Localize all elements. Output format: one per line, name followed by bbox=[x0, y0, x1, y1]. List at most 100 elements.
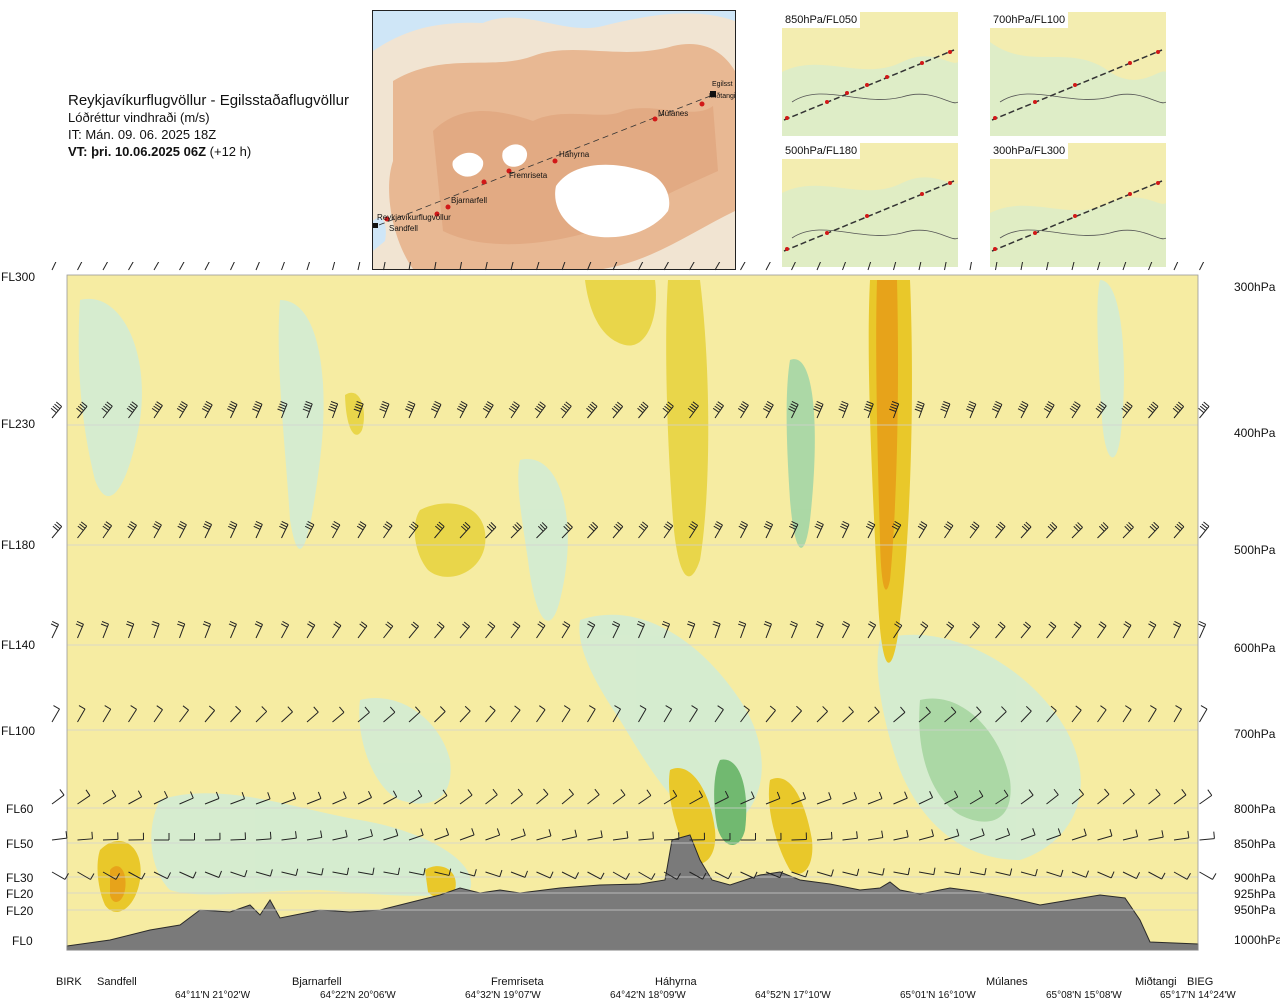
wind-barb bbox=[889, 401, 900, 419]
wind-barb bbox=[434, 621, 445, 639]
wind-barb bbox=[510, 870, 528, 878]
hpa-label-300: 300hPa bbox=[1234, 280, 1276, 294]
thumbnail-300hpa[interactable]: 300hPa/FL300 bbox=[990, 143, 1166, 267]
wind-barb bbox=[1122, 871, 1141, 879]
wind-barb bbox=[1122, 262, 1127, 271]
wind-barb bbox=[765, 832, 782, 841]
wind-barb bbox=[740, 705, 750, 723]
wind-barb bbox=[1122, 621, 1132, 639]
wind-barb bbox=[638, 521, 649, 539]
wind-barb bbox=[536, 871, 554, 879]
wind-barb bbox=[1097, 788, 1110, 805]
wind-barb bbox=[737, 401, 749, 419]
wind-barb bbox=[302, 401, 313, 419]
wind-barb bbox=[714, 871, 732, 880]
wind-barb bbox=[587, 871, 605, 880]
wind-barb bbox=[689, 790, 704, 805]
wind-barb bbox=[534, 401, 546, 419]
hpa-label-950: 950hPa bbox=[1234, 903, 1276, 917]
wind-barb bbox=[893, 706, 906, 723]
wind-barb bbox=[153, 832, 170, 841]
wind-barb bbox=[662, 401, 674, 419]
wind-barbs bbox=[50, 262, 1217, 880]
wind-barb bbox=[689, 871, 707, 880]
wind-barb bbox=[332, 867, 350, 876]
wind-barb bbox=[255, 262, 260, 271]
thumbnail-850hpa-svg bbox=[782, 12, 958, 136]
thumbnail-850hpa-label: 850hPa/FL050 bbox=[782, 12, 861, 28]
wind-barb bbox=[1122, 829, 1139, 841]
wind-barb bbox=[1148, 262, 1153, 271]
wind-barb bbox=[1173, 789, 1187, 805]
wind-barb bbox=[1046, 621, 1057, 639]
wind-barb bbox=[791, 262, 796, 271]
wind-barb bbox=[383, 790, 398, 805]
wind-barb bbox=[561, 262, 566, 271]
wind-barb bbox=[918, 867, 936, 876]
wind-barb bbox=[816, 262, 822, 271]
wind-barb bbox=[687, 401, 699, 419]
wind-barb bbox=[740, 871, 758, 879]
variable-title: Lóðréttur vindhraði (m/s) bbox=[68, 110, 210, 125]
wind-barb bbox=[816, 792, 832, 805]
wind-barb bbox=[228, 520, 238, 539]
wind-barb bbox=[459, 521, 471, 539]
wind-barb bbox=[379, 401, 390, 419]
wind-barb bbox=[306, 791, 322, 805]
wind-barb bbox=[434, 706, 446, 723]
wind-barb bbox=[944, 706, 957, 723]
wind-barb bbox=[76, 401, 88, 419]
wind-barb bbox=[459, 828, 475, 841]
map-label-hahyrna: Háhyrna bbox=[559, 150, 590, 159]
wind-barb bbox=[153, 705, 163, 723]
wind-barb bbox=[277, 401, 288, 419]
wind-barb bbox=[204, 705, 216, 723]
wind-barb bbox=[51, 262, 57, 271]
wind-barb bbox=[893, 829, 909, 841]
wind-barb bbox=[1097, 828, 1113, 841]
wind-barb bbox=[408, 789, 423, 805]
fl-label-140: FL140 bbox=[1, 638, 36, 652]
wind-barb bbox=[791, 791, 807, 805]
coord-label-7: 65°08'N 15°08'W bbox=[1046, 990, 1122, 1001]
wind-barb bbox=[789, 620, 798, 639]
wind-barb bbox=[430, 400, 442, 419]
wind-barb bbox=[332, 829, 348, 841]
wind-barb bbox=[1199, 871, 1217, 880]
thumbnail-500hpa[interactable]: 500hPa/FL180 bbox=[782, 143, 958, 267]
wind-barb bbox=[536, 829, 552, 841]
wind-barb bbox=[865, 521, 876, 539]
wind-barb bbox=[128, 705, 137, 723]
wind-barb bbox=[867, 262, 872, 271]
wind-barb bbox=[714, 832, 731, 841]
wind-barb bbox=[1071, 788, 1084, 805]
wind-barb bbox=[77, 871, 95, 880]
wind-barb bbox=[485, 621, 496, 639]
wind-barb bbox=[281, 262, 285, 271]
wind-barb bbox=[816, 869, 834, 877]
wind-barb bbox=[357, 706, 370, 723]
wind-barb bbox=[1148, 521, 1160, 539]
wind-barb bbox=[1071, 870, 1089, 878]
thumbnail-700hpa[interactable]: 700hPa/FL100 bbox=[990, 12, 1166, 136]
wind-barb bbox=[1043, 401, 1055, 419]
wind-barb bbox=[944, 828, 960, 841]
wind-barb bbox=[663, 789, 678, 805]
wind-barb bbox=[102, 262, 109, 271]
wind-barb bbox=[179, 871, 197, 879]
plot-frame bbox=[66, 274, 1199, 951]
wind-barb bbox=[51, 705, 60, 723]
wind-barb bbox=[230, 792, 246, 805]
wind-barb bbox=[51, 871, 69, 880]
wind-barb bbox=[918, 621, 929, 639]
thumbnail-850hpa[interactable]: 850hPa/FL050 bbox=[782, 12, 958, 136]
wind-barb bbox=[1097, 871, 1115, 879]
wind-barb bbox=[561, 705, 571, 723]
wind-barb bbox=[1071, 621, 1082, 639]
wind-barb bbox=[306, 830, 323, 841]
wind-barb bbox=[661, 621, 671, 639]
wind-barb bbox=[713, 521, 723, 539]
wind-barb bbox=[1097, 522, 1109, 539]
wind-barb bbox=[179, 791, 194, 805]
coord-label-3: 64°32'N 19°07'W bbox=[465, 990, 541, 1001]
